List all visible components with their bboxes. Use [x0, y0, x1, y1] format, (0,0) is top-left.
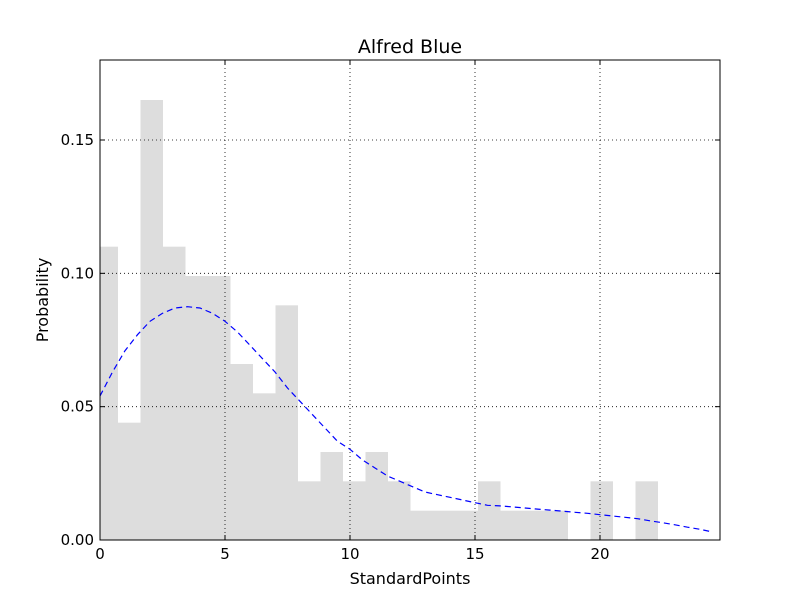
y-tick-label: 0.10	[61, 264, 94, 282]
x-tick-label: 15	[465, 545, 484, 563]
histogram-bar	[118, 422, 141, 540]
histogram-bar	[185, 276, 208, 540]
histogram-bar	[163, 246, 186, 540]
chart-title: Alfred Blue	[358, 36, 462, 58]
x-axis-label: StandardPoints	[350, 569, 471, 588]
x-tick-label: 5	[220, 545, 230, 563]
histogram-bar	[455, 510, 478, 540]
x-tick-label: 10	[340, 545, 359, 563]
histogram-bar	[545, 510, 568, 540]
histogram-bar	[410, 510, 433, 540]
histogram-bar	[275, 305, 298, 540]
histogram-bar	[253, 393, 276, 540]
histogram-bar	[208, 276, 231, 540]
histogram-bar	[320, 452, 343, 540]
plot-frame	[99, 59, 721, 541]
histogram-bar	[100, 246, 118, 540]
histogram-bar	[365, 452, 388, 540]
y-tick-label: 0.15	[61, 131, 94, 149]
histogram-bar	[388, 481, 411, 540]
y-axis: 0.00 0.05 0.10 0.15	[61, 131, 720, 549]
histogram-bar	[635, 481, 658, 540]
histogram-bars	[100, 100, 658, 540]
y-axis-label: Probability	[33, 258, 52, 343]
x-axis: 0 5 10 15 20	[95, 60, 610, 563]
grid-lines	[100, 60, 720, 540]
histogram-bar	[590, 481, 613, 540]
histogram-bar	[230, 364, 253, 540]
x-tick-label: 0	[95, 545, 105, 563]
x-tick-label: 20	[590, 545, 609, 563]
histogram-bar	[298, 481, 321, 540]
histogram-bar	[523, 510, 546, 540]
y-tick-label: 0.00	[61, 531, 94, 549]
histogram-bar	[343, 481, 366, 540]
histogram-bar	[500, 510, 523, 540]
histogram-bar	[478, 481, 501, 540]
y-tick-label: 0.05	[61, 398, 94, 416]
histogram-bar	[433, 510, 456, 540]
